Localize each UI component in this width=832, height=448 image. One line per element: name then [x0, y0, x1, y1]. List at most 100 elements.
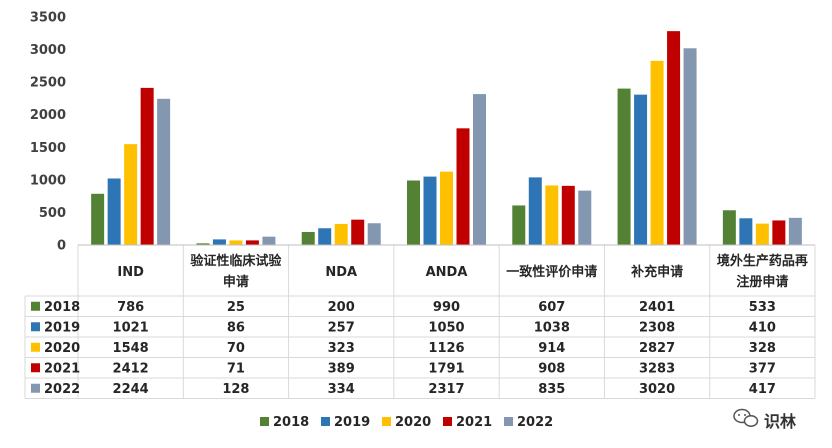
table-row-label: 2020 — [44, 341, 80, 356]
table-row-label: 2021 — [44, 361, 80, 376]
table-cell: 3283 — [639, 361, 675, 376]
table-legend-key — [31, 301, 40, 311]
y-tick-label: 0 — [57, 239, 66, 254]
bar — [301, 231, 315, 245]
bar — [351, 219, 365, 245]
bar — [91, 193, 105, 245]
table-cell: 2317 — [428, 382, 464, 397]
table-legend-key — [31, 363, 40, 373]
legend-label: 2022 — [517, 415, 553, 430]
legend-label: 2021 — [456, 415, 492, 430]
x-category-label: IND — [117, 265, 144, 280]
table-cell: 2412 — [113, 361, 149, 376]
bar — [755, 223, 769, 245]
bar — [683, 48, 697, 245]
bars — [91, 31, 802, 246]
bar — [367, 223, 381, 245]
y-axis: 0 500 1000 1500 2000 2500 3000 3500 — [30, 11, 66, 254]
legend-swatch — [504, 417, 513, 426]
bar — [528, 177, 542, 245]
watermark-text: 识林 — [764, 412, 796, 431]
table-cell: 389 — [328, 361, 355, 376]
table-cell: 128 — [222, 382, 249, 397]
legend-swatch — [260, 417, 269, 426]
table-cell: 377 — [749, 361, 776, 376]
wechat-icon — [733, 408, 759, 427]
table-cell: 533 — [749, 300, 776, 315]
bar — [512, 205, 526, 245]
legend: 2018 2019 2020 2021 2022 — [260, 415, 553, 430]
table-cell: 1791 — [428, 361, 464, 376]
table-cell: 410 — [749, 320, 776, 335]
table-cell: 257 — [328, 320, 355, 335]
table-cell: 1126 — [428, 341, 464, 356]
table-cell: 990 — [433, 300, 460, 315]
x-category-label: 验证性临床试验申请 — [190, 253, 282, 290]
table-legend-key — [31, 322, 40, 332]
x-category-label: ANDA — [426, 265, 468, 280]
table-cell: 2401 — [639, 300, 675, 315]
table-cell: 328 — [749, 341, 776, 356]
bar — [634, 94, 648, 245]
table-cell: 71 — [227, 361, 245, 376]
bar — [124, 144, 138, 245]
bar — [157, 98, 171, 245]
y-tick-label: 2500 — [30, 76, 66, 91]
legend-label: 2020 — [395, 415, 431, 430]
x-category-label: NDA — [325, 265, 357, 280]
y-tick-label: 3500 — [30, 11, 66, 26]
table-cell: 786 — [117, 300, 144, 315]
table-cell: 200 — [328, 300, 355, 315]
table-cell: 1021 — [113, 320, 149, 335]
table-cell: 2244 — [113, 382, 149, 397]
bar — [212, 239, 226, 245]
table-cell: 607 — [538, 300, 565, 315]
bar — [788, 217, 802, 245]
bar — [196, 243, 210, 245]
table-cell: 1038 — [534, 320, 570, 335]
bar — [107, 178, 121, 245]
bar — [407, 180, 420, 245]
table-cell: 25 — [227, 300, 245, 315]
x-category-label: 补充申请 — [630, 264, 683, 280]
bar — [578, 190, 592, 245]
table-cell: 914 — [538, 341, 565, 356]
table-row-label: 2019 — [44, 320, 80, 335]
bar — [423, 176, 437, 245]
table-cell: 2308 — [639, 320, 675, 335]
table-cell: 908 — [538, 361, 565, 376]
bar — [262, 236, 276, 245]
table-cell: 323 — [328, 341, 355, 356]
table-cell: 70 — [227, 341, 245, 356]
table-legend-key — [31, 342, 40, 352]
table-row-label: 2022 — [44, 382, 80, 397]
bar — [334, 223, 348, 245]
bar — [318, 228, 332, 245]
bar — [456, 128, 470, 245]
bar — [739, 218, 753, 245]
table-cell: 86 — [227, 320, 245, 335]
table-cell: 1548 — [113, 341, 149, 356]
bar — [440, 171, 453, 245]
legend-swatch — [443, 417, 452, 426]
bar — [473, 94, 486, 246]
table-cell: 417 — [749, 382, 776, 397]
table-legend-key — [31, 383, 40, 393]
y-tick-label: 3000 — [30, 43, 66, 58]
table-cell: 1050 — [428, 320, 464, 335]
y-tick-label: 1500 — [30, 141, 66, 156]
legend-label: 2018 — [273, 415, 309, 430]
bar — [245, 240, 259, 245]
y-tick-label: 1000 — [30, 173, 66, 188]
legend-swatch — [321, 417, 330, 426]
bar — [722, 210, 736, 245]
table-cell: 835 — [538, 382, 565, 397]
legend-swatch — [382, 417, 391, 426]
bar — [545, 185, 559, 245]
data-table: IND 验证性临床试验申请 NDA ANDA 一致性评价申请 补充申请 境外生产药品再注册申… — [24, 244, 816, 399]
x-category-label: 境外生产药品再注册申请 — [717, 253, 808, 290]
table-row-label: 2018 — [44, 300, 80, 315]
bar — [667, 31, 681, 245]
legend-label: 2019 — [334, 415, 370, 430]
